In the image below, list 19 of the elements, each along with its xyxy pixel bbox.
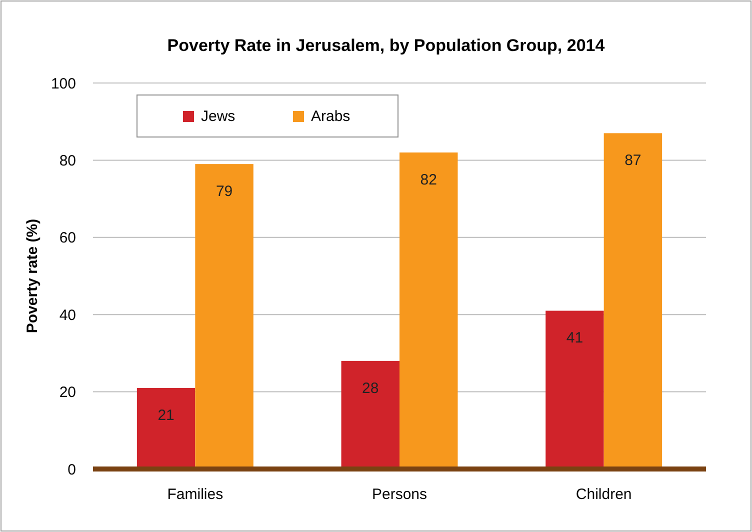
y-tick-label: 0 [68,461,76,478]
y-tick-label: 60 [59,230,76,247]
legend-label: Arabs [311,108,350,125]
data-label: 82 [420,171,437,188]
y-tick-label: 80 [59,152,76,170]
y-axis-title: Poverty rate (%) [24,218,41,334]
data-label: 28 [362,380,379,397]
data-label: 87 [624,152,642,170]
data-label: 79 [216,183,233,200]
y-tick-label: 20 [59,384,76,402]
legend-label: Jews [201,108,236,125]
chart-title: Poverty Rate in Jerusalem, by Population Group, 2014 [167,36,606,55]
x-tick-label: Children [576,486,632,503]
data-label: 41 [566,330,584,347]
x-tick-label: Families [167,486,224,503]
y-tick-label: 100 [50,75,76,92]
y-tick-label: 40 [59,306,76,324]
data-label: 21 [158,406,174,424]
x-tick-label: Persons [372,486,428,503]
